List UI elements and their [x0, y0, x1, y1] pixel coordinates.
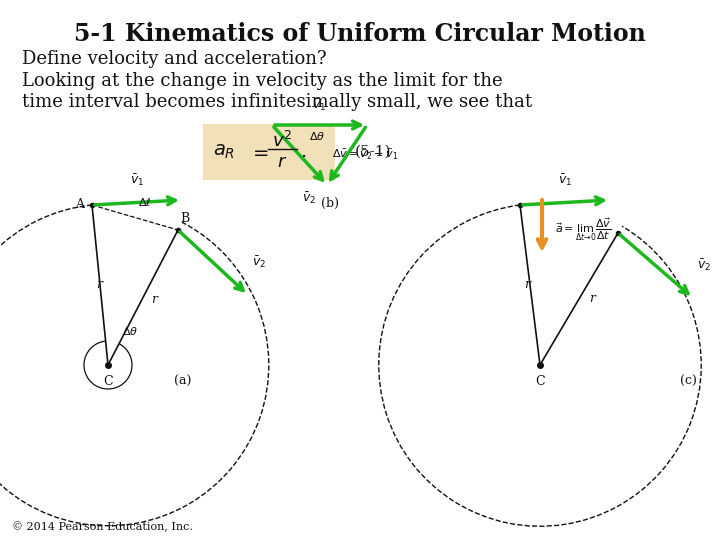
- Text: C: C: [103, 375, 113, 388]
- Text: $\Delta\bar{v} = \bar{v}_2 - \bar{v}_1$: $\Delta\bar{v} = \bar{v}_2 - \bar{v}_1$: [332, 148, 398, 162]
- Text: 5-1 Kinematics of Uniform Circular Motion: 5-1 Kinematics of Uniform Circular Motio…: [74, 22, 646, 46]
- Text: C: C: [535, 375, 545, 388]
- Text: $=$: $=$: [249, 143, 269, 161]
- Text: $\bar{v}_1$: $\bar{v}_1$: [130, 173, 144, 188]
- Text: $v^2$: $v^2$: [272, 131, 292, 151]
- Text: B: B: [180, 212, 189, 225]
- Text: $\bar{v}_2$: $\bar{v}_2$: [252, 255, 266, 271]
- Text: $a_R$: $a_R$: [213, 143, 235, 161]
- Text: © 2014 Pearson Education, Inc.: © 2014 Pearson Education, Inc.: [12, 522, 193, 532]
- Text: Define velocity and acceleration?: Define velocity and acceleration?: [22, 50, 327, 68]
- FancyBboxPatch shape: [203, 124, 335, 180]
- Text: $\bar{v}_1$: $\bar{v}_1$: [558, 173, 572, 188]
- Text: $\Delta\theta$: $\Delta\theta$: [122, 325, 138, 337]
- Text: r: r: [96, 279, 102, 292]
- Text: $\bar{v}_1$: $\bar{v}_1$: [312, 97, 327, 113]
- Text: (b): (b): [320, 197, 338, 210]
- Text: $\Delta\theta$: $\Delta\theta$: [310, 130, 325, 142]
- Text: (c): (c): [680, 375, 696, 388]
- Text: .: .: [300, 143, 306, 161]
- Text: r: r: [151, 293, 157, 306]
- Text: $\Delta\ell$: $\Delta\ell$: [138, 195, 151, 207]
- Text: r: r: [589, 293, 595, 306]
- Text: $\bar{v}_2$: $\bar{v}_2$: [697, 258, 711, 273]
- Text: r: r: [524, 279, 530, 292]
- Text: $\vec{a} = \lim_{\Delta t \to 0} \dfrac{\Delta\vec{v}}{\Delta t}$: $\vec{a} = \lim_{\Delta t \to 0} \dfrac{…: [555, 217, 612, 243]
- Text: (5-1): (5-1): [355, 145, 392, 159]
- Text: A: A: [75, 199, 84, 212]
- Text: Looking at the change in velocity as the limit for the
time interval becomes inf: Looking at the change in velocity as the…: [22, 72, 532, 111]
- Text: (a): (a): [174, 375, 192, 388]
- Text: $r$: $r$: [276, 153, 287, 171]
- Text: $\bar{v}_2$: $\bar{v}_2$: [302, 190, 316, 206]
